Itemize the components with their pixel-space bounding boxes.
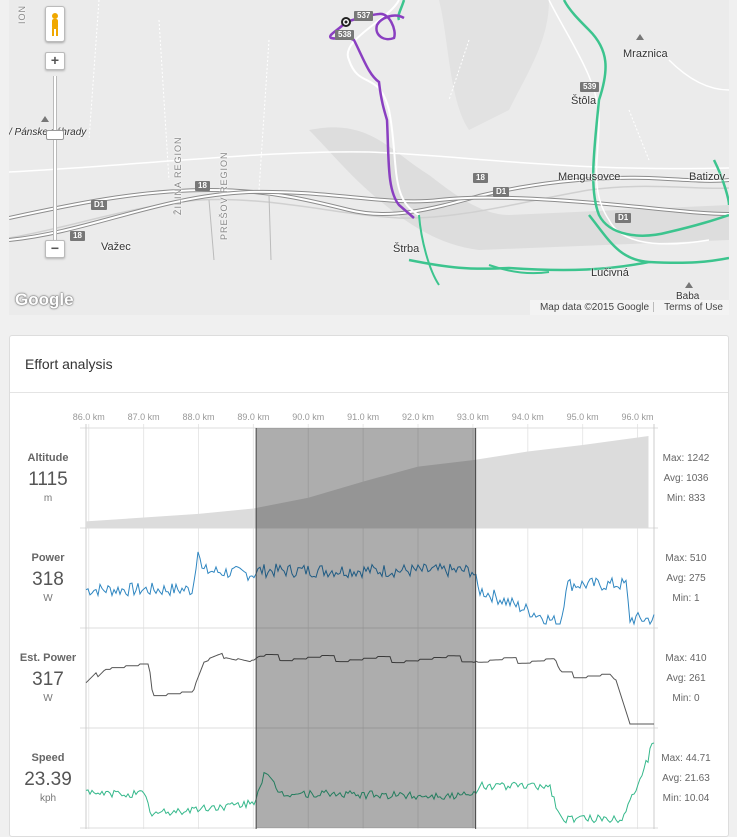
altitude-area (86, 436, 649, 528)
map-data-credit: Map data ©2015 Google (539, 302, 650, 313)
road-shield-18: 18 (70, 231, 85, 241)
route-map[interactable]: Mraznica Štôla Mengusovce Batizov / Páns… (9, 0, 729, 315)
road-shield-537: 537 (354, 11, 374, 21)
est_power-line (85, 652, 654, 725)
street-view-pegman-icon[interactable] (45, 6, 65, 42)
google-logo: Google (15, 290, 74, 309)
est-power-value: 317 (32, 669, 64, 690)
x-tick-label: 86.0 km (73, 412, 105, 422)
speed-max: Max: 44.71 (661, 753, 711, 764)
altitude-label: Altitude (27, 452, 69, 464)
road-shield-539: 539 (580, 82, 600, 92)
zoom-in-button[interactable]: + (45, 52, 65, 70)
place-label-strba: Štrba (393, 243, 420, 255)
place-label-stola: Štôla (571, 95, 597, 107)
power-unit: W (43, 593, 53, 604)
map-canvas (9, 0, 729, 315)
speed-unit: kph (39, 793, 57, 804)
panel-title: Effort analysis (25, 356, 113, 372)
speed-min: Min: 10.04 (662, 793, 710, 804)
altitude-avg: Avg: 1036 (663, 473, 709, 484)
x-tick-label: 92.0 km (402, 412, 434, 422)
x-tick-label: 94.0 km (512, 412, 544, 422)
x-tick-label: 90.0 km (292, 412, 324, 422)
x-tick-label: 88.0 km (182, 412, 214, 422)
zoom-slider-handle[interactable] (46, 130, 64, 140)
x-tick-label: 91.0 km (347, 412, 379, 422)
power-value: 318 (32, 569, 64, 590)
place-label-mraznica: Mraznica (623, 48, 668, 60)
altitude-value: 1115 (28, 469, 68, 490)
power-label: Power (31, 552, 65, 564)
region-label-presov: PREŠOV REGION (219, 151, 229, 240)
effort-chart-svg[interactable]: 86.0 km 87.0 km 88.0 km 89.0 km 90.0 km 91.0 … (0, 398, 737, 829)
road-shield-d1: D1 (91, 200, 108, 210)
road-shield-d1: D1 (493, 187, 510, 197)
x-tick-label: 93.0 km (457, 412, 489, 422)
x-tick-label: 87.0 km (128, 412, 160, 422)
altitude-unit: m (43, 493, 53, 504)
est-power-min: Min: 0 (672, 693, 700, 704)
road-shield-538: 538 (335, 30, 355, 40)
altitude-min: Min: 833 (666, 493, 706, 504)
region-label-partial: ION (17, 4, 27, 24)
place-label-vazec: Važec (101, 241, 131, 253)
place-label-lucivna: Lučivná (591, 267, 629, 279)
speed-line (85, 742, 655, 824)
effort-chart[interactable]: 86.0 km 87.0 km 88.0 km 89.0 km 90.0 km 91.0 … (0, 398, 737, 829)
region-label-zilina: ŽILINA REGION (173, 136, 183, 215)
place-label-batizovce: Batizov (689, 171, 726, 183)
road-shield-18: 18 (195, 181, 210, 191)
selection-range (256, 428, 476, 828)
x-tick-label: 95.0 km (567, 412, 599, 422)
est-power-max: Max: 410 (665, 653, 707, 664)
terms-of-use-link[interactable]: Terms of Use (664, 302, 723, 313)
speed-value: 23.39 (24, 769, 72, 790)
power-min: Min: 1 (672, 593, 700, 604)
x-tick-label: 96.0 km (622, 412, 654, 422)
power-line (85, 551, 655, 626)
est-power-label: Est. Power (19, 652, 77, 664)
place-label-baba: Baba (676, 291, 700, 302)
zoom-out-button[interactable]: − (45, 240, 65, 258)
place-label-mengusovce: Mengusovce (558, 171, 621, 183)
road-shield-18: 18 (473, 173, 488, 183)
zoom-slider-track[interactable] (53, 76, 57, 244)
effort-analysis-panel: Effort analysis (9, 335, 729, 837)
est-power-unit: W (43, 693, 53, 704)
speed-avg: Avg: 21.63 (662, 773, 710, 784)
road-shield-d1: D1 (615, 213, 632, 223)
power-max: Max: 510 (665, 553, 707, 564)
panel-divider (10, 392, 728, 393)
x-tick-label: 89.0 km (237, 412, 269, 422)
speed-label: Speed (31, 752, 65, 764)
altitude-max: Max: 1242 (662, 453, 710, 464)
power-avg: Avg: 275 (666, 573, 706, 584)
est-power-avg: Avg: 261 (666, 673, 706, 684)
map-attribution: Map data ©2015 Google Terms of Use (529, 300, 729, 315)
